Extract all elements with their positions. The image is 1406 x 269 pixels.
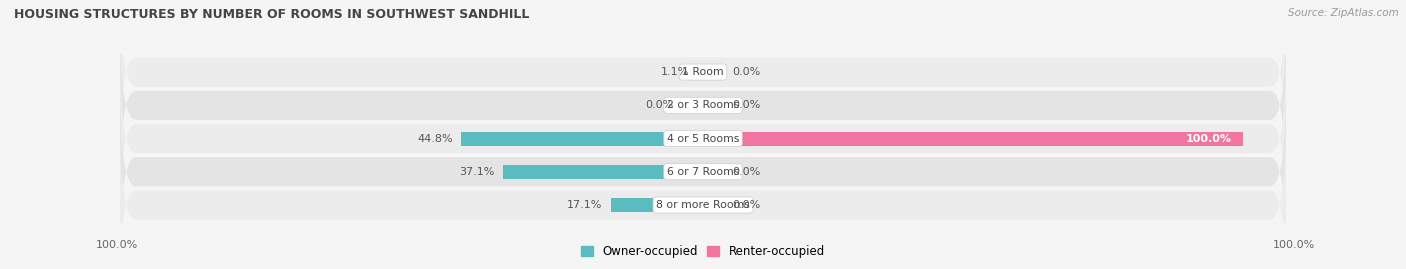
Bar (697, 65, 703, 79)
Bar (703, 165, 724, 179)
Text: 0.0%: 0.0% (733, 200, 761, 210)
Text: HOUSING STRUCTURES BY NUMBER OF ROOMS IN SOUTHWEST SANDHILL: HOUSING STRUCTURES BY NUMBER OF ROOMS IN… (14, 8, 530, 21)
Text: 100.0%: 100.0% (96, 240, 138, 250)
Text: 6 or 7 Rooms: 6 or 7 Rooms (666, 167, 740, 177)
Bar (503, 165, 703, 179)
Text: 4 or 5 Rooms: 4 or 5 Rooms (666, 133, 740, 144)
Text: 8 or more Rooms: 8 or more Rooms (657, 200, 749, 210)
Bar (703, 198, 724, 212)
Text: 17.1%: 17.1% (567, 200, 603, 210)
FancyBboxPatch shape (120, 54, 1286, 224)
Text: 1 Room: 1 Room (682, 67, 724, 77)
Text: 37.1%: 37.1% (460, 167, 495, 177)
FancyBboxPatch shape (120, 0, 1286, 157)
Text: 44.8%: 44.8% (418, 133, 453, 144)
Bar (703, 65, 724, 79)
Bar (610, 198, 703, 212)
Bar (703, 98, 724, 112)
Text: Source: ZipAtlas.com: Source: ZipAtlas.com (1288, 8, 1399, 18)
Text: 0.0%: 0.0% (733, 100, 761, 110)
FancyBboxPatch shape (120, 120, 1286, 269)
Text: 2 or 3 Rooms: 2 or 3 Rooms (666, 100, 740, 110)
Bar (461, 132, 703, 146)
FancyBboxPatch shape (120, 87, 1286, 257)
Text: 0.0%: 0.0% (645, 100, 673, 110)
Bar (682, 98, 703, 112)
Text: 1.1%: 1.1% (661, 67, 689, 77)
Bar (703, 132, 1243, 146)
FancyBboxPatch shape (120, 20, 1286, 190)
Text: 0.0%: 0.0% (733, 167, 761, 177)
Text: 100.0%: 100.0% (1272, 240, 1315, 250)
Text: 0.0%: 0.0% (733, 67, 761, 77)
Legend: Owner-occupied, Renter-occupied: Owner-occupied, Renter-occupied (576, 241, 830, 263)
Text: 100.0%: 100.0% (1187, 133, 1232, 144)
